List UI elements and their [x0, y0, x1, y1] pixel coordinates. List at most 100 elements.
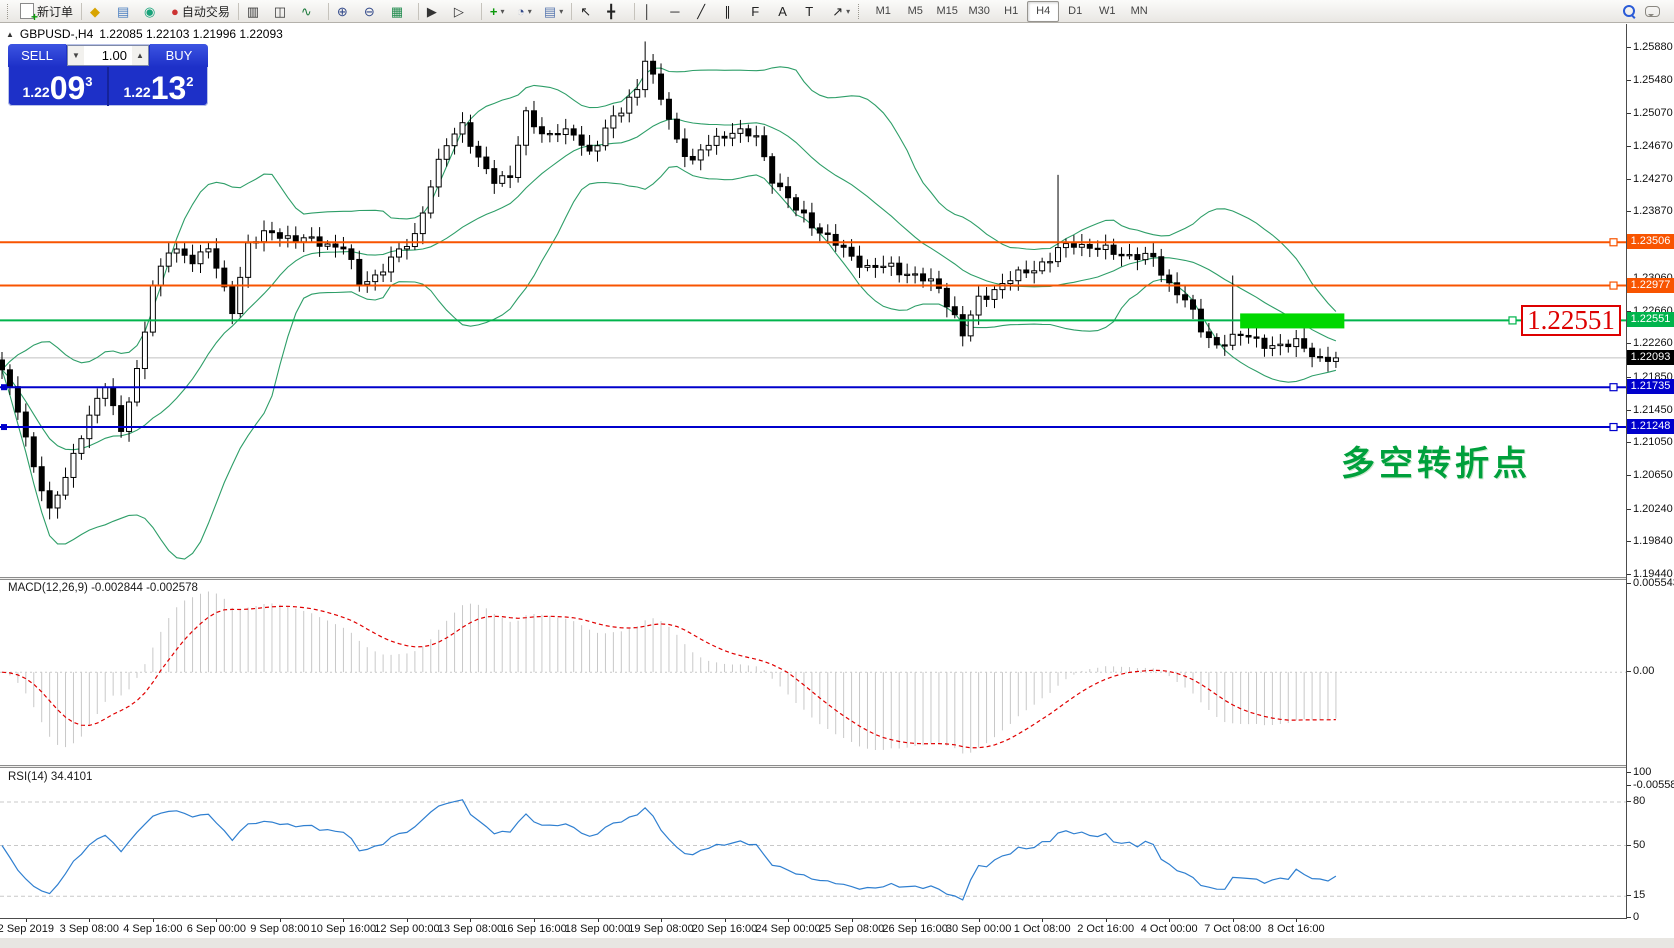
line-handle	[1609, 238, 1618, 247]
time-axis[interactable]: 2 Sep 2019 3 Sep 08:00 4 Sep 16:00 6 Sep 00…	[0, 919, 1626, 938]
toolbar-button-new-order[interactable]: 新订单	[16, 1, 77, 24]
price-tick-label: 1.20650	[1627, 468, 1673, 481]
timeframe-button-D1[interactable]: D1	[1068, 5, 1083, 17]
timeframe-button-M30[interactable]: M30	[968, 5, 990, 17]
price-tick-label: 1.24270	[1627, 172, 1673, 185]
signals-icon: ◉	[144, 3, 156, 19]
toolbar-separator	[634, 2, 636, 20]
volume-increase-icon[interactable]: ▲	[132, 46, 148, 65]
pane-splitter-macd[interactable]	[0, 577, 1674, 580]
chart-shift-icon: ▷	[453, 3, 464, 19]
market-icon: ▤	[117, 3, 130, 19]
toolbar-button-metaeditor[interactable]: ◆	[86, 1, 113, 22]
price-axis[interactable]: 1.25880 1.25480 1.25070 1.24670 1.24270 1.238…	[1626, 24, 1674, 938]
toolbar-button-zoom-out[interactable]: ⊖	[360, 1, 387, 22]
toolbar-button-bar-chart[interactable]: ▥	[243, 1, 270, 22]
time-tick-mark	[724, 919, 726, 922]
toolbar-button-crosshair[interactable]: ╋	[603, 1, 630, 22]
time-tick-mark	[470, 919, 472, 922]
toolbar-utility	[1623, 5, 1670, 19]
bar-chart-icon: ▥	[246, 3, 260, 19]
vertical-line-icon: │	[643, 3, 652, 19]
time-tick-mark	[89, 919, 91, 922]
toolbar-button-zoom-in[interactable]: ⊕	[333, 1, 360, 22]
volume-input[interactable]: 1.00	[101, 48, 127, 63]
toolbar-button-fibonacci[interactable]: F	[747, 1, 774, 22]
buy-price-small: 1.22	[123, 84, 151, 100]
macd-label: MACD(12,26,9) -0.002844 -0.002578	[8, 582, 198, 594]
timeframe-button-H1[interactable]: H1	[1004, 5, 1019, 17]
chevron-down-icon[interactable]: ▾	[500, 6, 505, 16]
price-callout-box[interactable]: 1.22551	[1521, 305, 1621, 336]
rsi-tick-label: 50	[1626, 838, 1646, 851]
macd-signal-line	[1, 605, 1336, 749]
timeframe-button-MN[interactable]: MN	[1130, 5, 1148, 17]
buy-price-big: 13	[150, 70, 187, 106]
toolbar-button-autotrading[interactable]: ● 自动交易	[167, 1, 234, 22]
macd-tick-label: 0.00	[1626, 665, 1655, 678]
toolbar-button-arrows[interactable]: ↗ ▾	[828, 1, 855, 22]
sell-price[interactable]: 1.22 09 3	[8, 67, 107, 106]
rsi-tick-label: 15	[1626, 889, 1646, 902]
time-tick-label: 18 Sep 00:00	[564, 923, 631, 935]
toolbar-separator	[480, 2, 482, 20]
time-tick-mark	[915, 919, 917, 922]
time-tick-mark	[216, 919, 218, 922]
toolbar-button-text-label[interactable]: T	[801, 1, 828, 22]
price-level-tag: 1.22977	[1627, 277, 1674, 293]
collapse-arrow-icon[interactable]: ▲	[6, 29, 14, 39]
chat-icon[interactable]	[1645, 5, 1660, 17]
toolbar-button-equidistant-channel[interactable]: ∥	[720, 1, 747, 22]
time-tick-mark	[1042, 919, 1044, 922]
line-chart-icon: ∿	[300, 3, 312, 19]
chevron-down-icon[interactable]: ▾	[559, 6, 564, 16]
toolbar-button-signals[interactable]: ◉	[140, 1, 167, 22]
toolbar-button-chart-shift[interactable]: ▷	[450, 1, 477, 22]
volume-decrease-icon[interactable]: ▼	[68, 46, 84, 65]
toolbar-button-vertical-line[interactable]: │	[639, 1, 666, 22]
toolbar-button-tile-windows[interactable]: ▦	[387, 1, 414, 22]
macd-tick-label: 0.005543	[1627, 577, 1674, 589]
chevron-down-icon[interactable]: ▾	[846, 6, 851, 16]
toolbar-button-auto-scroll[interactable]: ▶	[423, 1, 450, 22]
toolbar-button-candlestick-chart[interactable]: ◫	[270, 1, 297, 22]
volume-stepper: ▼ 1.00 ▲	[67, 45, 149, 66]
timeframe-button-M15[interactable]: M15	[936, 5, 958, 17]
toolbar-button-cursor[interactable]: ↖	[576, 1, 603, 22]
toolbar-button-templates[interactable]: ▤ ▾	[540, 1, 567, 22]
one-click-trading-panel: SELL ▼ 1.00 ▲ BUY 1.22 09 3 1.22 13 2	[8, 44, 208, 106]
main-chart	[0, 41, 1626, 560]
chevron-down-icon[interactable]: ▾	[527, 6, 532, 16]
line-handle	[1508, 316, 1517, 325]
buy-button[interactable]: BUY	[150, 44, 208, 67]
timeframe-button-M1[interactable]: M1	[875, 5, 891, 17]
time-tick-mark	[1169, 919, 1171, 922]
price-tick-label: 1.25070	[1627, 107, 1673, 120]
toolbar-button-trendline[interactable]: ╱	[693, 1, 720, 22]
sell-button[interactable]: SELL	[8, 44, 66, 67]
toolbar-button-periods[interactable]: ◔ ▾	[513, 1, 540, 22]
window-bottom-strip	[0, 938, 1674, 948]
toolbar-button-horizontal-line[interactable]: ─	[666, 1, 693, 22]
time-tick-label: 12 Sep 00:00	[374, 923, 440, 935]
time-tick-label: 2 Oct 16:00	[1077, 923, 1135, 935]
annotation-text[interactable]: 多空转折点	[1341, 445, 1531, 483]
text-icon: A	[778, 3, 787, 19]
buy-price[interactable]: 1.22 13 2	[109, 67, 208, 106]
pane-splitter-rsi[interactable]	[0, 765, 1674, 768]
timeframe-button-M5[interactable]: M5	[907, 5, 923, 17]
search-icon[interactable]	[1623, 5, 1636, 19]
time-tick-label: 30 Sep 00:00	[945, 923, 1012, 935]
timeframe-button-W1[interactable]: W1	[1098, 5, 1116, 17]
rsi-line	[1, 799, 1337, 901]
toolbar-button-market[interactable]: ▤	[113, 1, 140, 22]
price-tick-label: 1.24670	[1627, 140, 1673, 153]
toolbar-button-text[interactable]: A	[774, 1, 801, 22]
current-price-tag: 1.22093	[1627, 349, 1674, 365]
macd-tick-label: -0.005583	[1627, 779, 1674, 791]
timeframe-button-H4[interactable]: H4	[1027, 0, 1060, 22]
toolbar-button-line-chart[interactable]: ∿	[297, 1, 324, 22]
rsi-value: 34.4101	[50, 771, 93, 783]
toolbar-button-indicators[interactable]: + ▾	[486, 1, 513, 22]
price-level-tag: 1.21735	[1627, 379, 1674, 395]
